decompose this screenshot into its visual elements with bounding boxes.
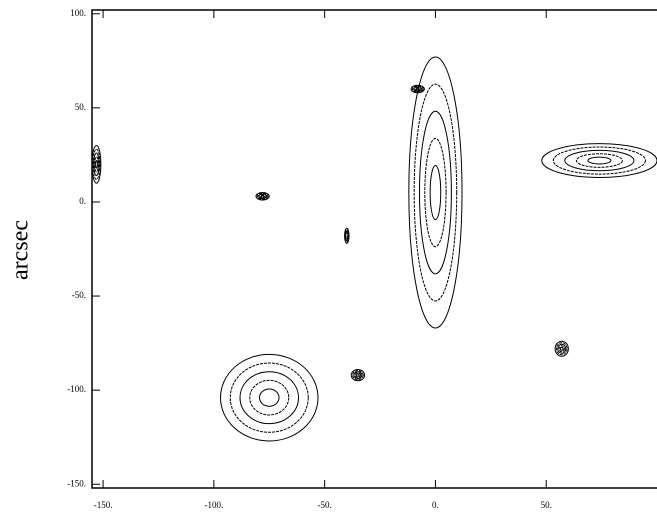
contour-level [429,164,442,221]
contour-level [95,160,98,169]
contour-level [258,193,268,200]
contour-level [352,370,364,381]
y-tick-label: -50. [72,290,86,300]
y-tick-label: 100. [70,8,86,18]
contour-level [249,379,290,416]
contour-level [93,152,100,177]
contour-level [555,342,568,356]
y-tick-label: 50. [75,102,86,112]
contour-level [345,232,349,240]
contour-level [418,110,452,275]
contour-level [415,87,420,91]
x-tick-label: -150. [94,500,113,510]
contour-level [413,83,458,302]
contour-level [554,340,569,357]
contour-level [424,137,447,248]
x-tick-label: -100. [204,500,223,510]
plot-frame [91,9,657,489]
contour-level [353,371,363,379]
contour-level [414,87,421,92]
contour-level [575,153,623,168]
x-tick-label: 0. [432,500,439,510]
contour-level [239,371,300,425]
y-tick-label: -150. [67,478,86,488]
contour-level [91,144,102,184]
contour-level [410,84,425,94]
contour-level [256,192,269,200]
contour-level [255,192,270,201]
contour-level [408,56,463,329]
contour-level [229,362,309,433]
contour-level [552,146,646,175]
contour-level [413,86,423,92]
contour-level [259,194,266,199]
contour-level [587,156,612,165]
y-axis-label: arcsec [8,220,34,280]
contour-level [557,343,567,354]
y-tick-label: -100. [67,384,86,394]
contour-level [259,388,280,407]
contour-level [94,156,99,173]
contour-level [356,373,360,377]
contour-level [411,85,424,93]
x-tick-label: 50. [541,500,552,510]
contour-level [220,353,319,442]
y-tick-label: 0. [79,196,86,206]
contour-level [564,149,635,172]
contour-level [541,143,657,178]
contour-level [92,148,101,180]
contour-level [558,345,565,353]
contour-level [559,346,564,351]
contour-level [350,368,366,382]
contour-level [260,195,265,198]
contour-level [354,372,362,378]
x-tick-label: -50. [318,500,332,510]
